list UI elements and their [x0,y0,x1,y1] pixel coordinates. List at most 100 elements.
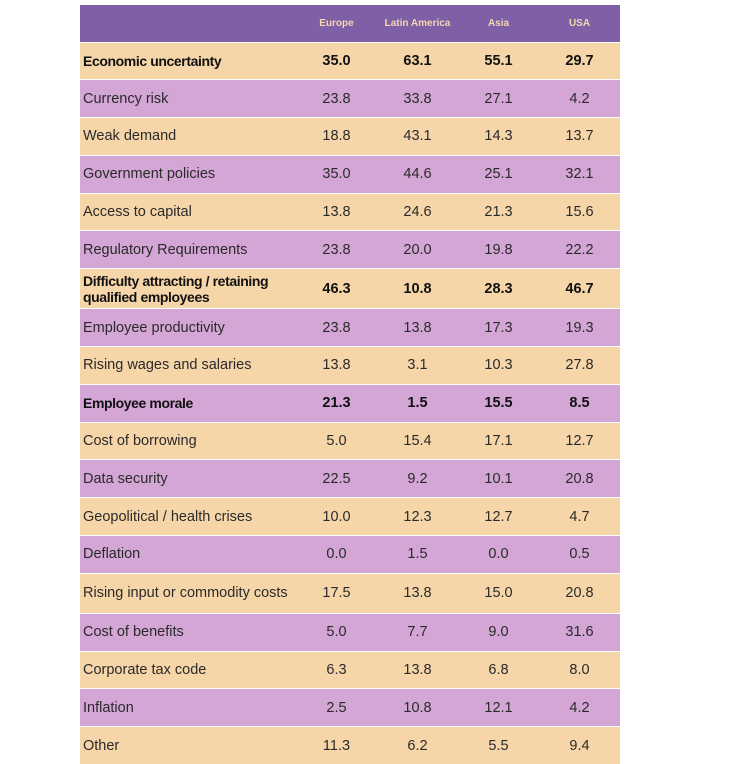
cell-latin-america: 44.6 [403,166,432,183]
cell-latin-america: 9.2 [407,470,428,487]
row-label: Cost of borrowing [83,433,197,450]
row-label: Geopolitical / health crises [83,508,253,525]
cell-asia: 28.3 [484,280,513,297]
table-row: Other 11.3 6.2 5.5 9.4 [80,726,620,764]
table-row: Cost of borrowing 5.0 15.4 17.1 12.7 [80,422,620,460]
cell-europe: 21.3 [322,395,351,412]
cell-asia: 6.8 [488,662,509,679]
row-label: Data security [83,470,168,487]
cell-asia: 9.0 [488,624,509,641]
column-header-asia: Asia [487,17,510,29]
cell-europe: 22.5 [322,470,351,487]
cell-usa: 32.1 [565,166,594,183]
cell-europe: 13.8 [322,204,351,221]
cell-usa: 4.7 [569,508,590,525]
table-row: Employee productivity 23.8 13.8 17.3 19.3 [80,308,620,347]
cell-latin-america: 3.1 [407,357,428,374]
cell-usa: 20.8 [565,585,594,602]
table-row: Regulatory Requirements 23.8 20.0 19.8 22.2 [80,230,620,269]
row-label: Access to capital [83,204,192,221]
cell-usa: 9.4 [569,737,590,754]
table-row: Corporate tax code 6.3 13.8 6.8 8.0 [80,651,620,689]
cell-usa: 15.6 [565,204,594,221]
table-row: Rising input or commodity costs 17.5 13.8 1… [80,573,620,614]
cell-usa: 19.3 [565,319,594,336]
cell-latin-america: 13.8 [403,585,432,602]
cell-asia: 55.1 [484,52,513,69]
row-label: Employee productivity [83,319,225,336]
table-row: Weak demand 18.8 43.1 14.3 13.7 [80,117,620,156]
cell-usa: 29.7 [565,52,594,69]
cell-europe: 13.8 [322,357,351,374]
column-header-europe: Europe [319,17,354,29]
cell-usa: 12.7 [565,433,594,450]
cell-asia: 21.3 [484,204,513,221]
row-label: Deflation [83,546,141,563]
cell-europe: 17.5 [322,585,351,602]
cell-asia: 27.1 [484,90,513,107]
data-table-container: Europe Latin America Asia USA Economic u… [80,5,620,764]
cell-europe: 46.3 [322,280,351,297]
cell-europe: 23.8 [322,319,351,336]
cell-usa: 8.0 [569,662,590,679]
cell-asia: 12.7 [484,508,513,525]
cell-europe: 23.8 [322,90,351,107]
row-label: Employee morale [83,395,193,412]
row-label: Inflation [83,699,134,716]
row-label: Regulatory Requirements [83,241,248,258]
cell-latin-america: 13.8 [403,662,432,679]
cell-latin-america: 15.4 [403,433,432,450]
row-label: Economic uncertainty [83,52,222,69]
cell-usa: 31.6 [565,624,594,641]
cell-usa: 27.8 [565,357,594,374]
table-row: Deflation 0.0 1.5 0.0 0.5 [80,535,620,574]
cell-latin-america: 13.8 [403,319,432,336]
cell-usa: 4.2 [569,90,590,107]
cell-asia: 10.1 [484,470,513,487]
cell-europe: 18.8 [322,128,351,145]
table-row: Difficulty attracting / retaining qualif… [80,268,620,309]
row-label: Difficulty attracting / retaining qualif… [83,272,269,305]
cell-europe: 10.0 [322,508,351,525]
cell-asia: 15.5 [484,395,513,412]
cell-asia: 25.1 [484,166,513,183]
cell-asia: 15.0 [484,585,513,602]
cell-asia: 17.3 [484,319,513,336]
table-row: Currency risk 23.8 33.8 27.1 4.2 [80,79,620,118]
cell-europe: 23.8 [322,241,351,258]
row-label: Weak demand [83,128,177,145]
cell-asia: 5.5 [488,737,509,754]
table-header-row: Europe Latin America Asia USA [80,5,620,42]
table-row: Data security 22.5 9.2 10.1 20.8 [80,459,620,498]
cell-latin-america: 7.7 [407,624,428,641]
cell-usa: 8.5 [569,395,590,412]
cell-latin-america: 6.2 [407,737,428,754]
cell-europe: 35.0 [322,166,351,183]
cell-latin-america: 20.0 [403,241,432,258]
cell-latin-america: 33.8 [403,90,432,107]
cell-asia: 17.1 [484,433,513,450]
cell-europe: 11.3 [322,737,351,754]
cell-usa: 20.8 [565,470,594,487]
table-row: Access to capital 13.8 24.6 21.3 15.6 [80,193,620,231]
row-label: Cost of benefits [83,624,184,641]
cell-asia: 10.3 [484,357,513,374]
cell-latin-america: 63.1 [403,52,432,69]
row-label: Government policies [83,166,216,183]
cell-latin-america: 12.3 [403,508,432,525]
column-header-latin-america: Latin America [384,17,451,29]
row-label: Currency risk [83,90,169,107]
table-row: Inflation 2.5 10.8 12.1 4.2 [80,688,620,727]
row-label: Rising wages and salaries [83,357,252,374]
table-row: Cost of benefits 5.0 7.7 9.0 31.6 [80,613,620,652]
cell-latin-america: 10.8 [403,699,432,716]
cell-latin-america: 24.6 [403,204,432,221]
cell-usa: 22.2 [565,241,594,258]
cell-latin-america: 1.5 [407,546,428,563]
cell-europe: 35.0 [322,52,351,69]
cell-latin-america: 1.5 [407,395,428,412]
cell-europe: 2.5 [326,699,347,716]
data-table: Europe Latin America Asia USA Economic u… [80,5,620,764]
cell-usa: 4.2 [569,699,590,716]
table-row: Rising wages and salaries 13.8 3.1 10.3 27.8 [80,346,620,385]
